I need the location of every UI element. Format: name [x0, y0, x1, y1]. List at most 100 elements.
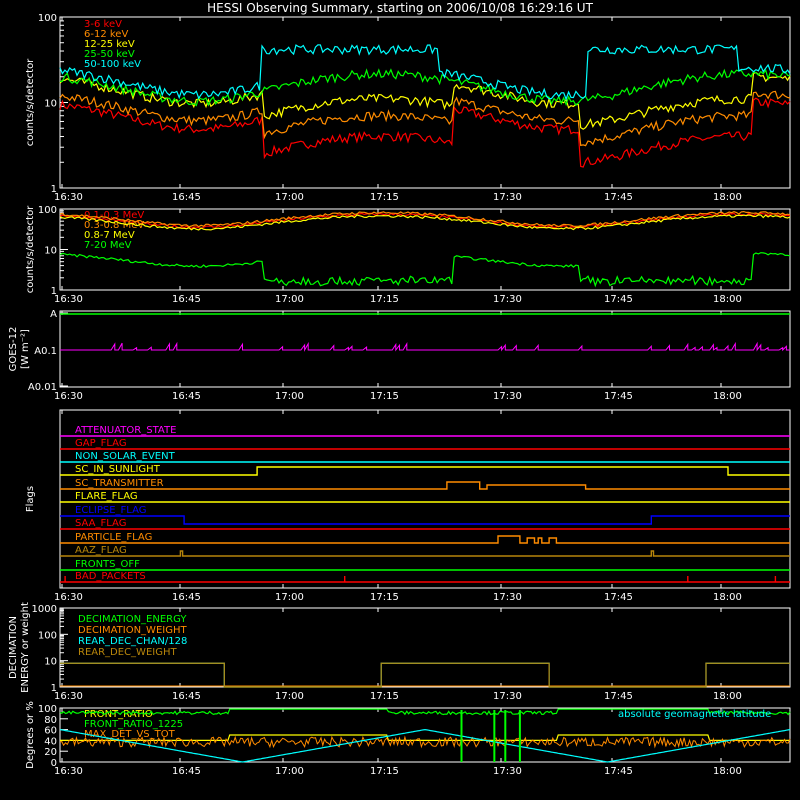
legend-label-3: 25-50 keV: [84, 49, 135, 60]
x-tick-label: 17:15: [370, 766, 399, 777]
x-tick-label: 16:45: [172, 592, 201, 603]
y-tick-label: 10: [44, 99, 57, 110]
flag-line-8: [60, 535, 790, 544]
legend-label-8: PARTICLE_FLAG: [75, 532, 152, 543]
series-line-0: [59, 97, 791, 168]
panel-decimation-frame: [59, 607, 791, 688]
panel-ratios-frame: [59, 707, 791, 763]
series-line-3: [59, 252, 791, 288]
x-tick-label: 17:00: [275, 294, 304, 305]
series-line-3: [60, 68, 791, 107]
legend-label-6: ECLIPSE_FLAG: [75, 505, 146, 516]
x-tick-label: 16:30: [54, 294, 83, 305]
legend-label-1: 0.3-0.8 MeV: [84, 220, 144, 231]
x-tick-label: 17:30: [493, 691, 522, 702]
x-tick-label: 16:30: [54, 592, 83, 603]
flag-line-3: [60, 466, 790, 476]
y-tick-label: 100: [38, 704, 57, 715]
legend-label-4: SC_TRANSMITTER: [75, 478, 164, 489]
legend-label-10: FRONTS_OFF: [75, 559, 140, 570]
legend-label-9: AAZ_FLAG: [75, 545, 127, 556]
x-tick-label: 16:30: [54, 391, 83, 402]
flag-line-11: [60, 576, 790, 583]
y-tick-label: 80: [44, 715, 57, 726]
x-tick-label: 17:45: [604, 691, 633, 702]
series-line-2: [60, 662, 790, 688]
series-line-2: [59, 214, 791, 231]
series-line-3: [59, 728, 791, 763]
x-tick-label: 18:00: [713, 294, 742, 305]
y-tick-label: A0.01: [28, 382, 57, 393]
legend-label-7: SAA_FLAG: [75, 518, 126, 529]
panel-goes-frame: [59, 310, 791, 388]
x-tick-label: 17:00: [275, 592, 304, 603]
x-tick-label: 17:30: [493, 766, 522, 777]
flag-line-4: [60, 481, 790, 490]
legend-label-3: SC_IN_SUNLIGHT: [75, 464, 161, 475]
x-tick-label: 17:45: [604, 766, 633, 777]
legend-label-1: DECIMATION_WEIGHT: [78, 625, 187, 636]
x-tick-label: 16:30: [54, 766, 83, 777]
y-tick-label: 10: [44, 657, 57, 668]
y-axis-label: counts/s/detector: [25, 205, 36, 293]
y-tick-label: 1: [51, 286, 57, 297]
y-axis-label-2: [W m⁻²]: [20, 329, 31, 369]
y-tick-label: 1: [51, 683, 57, 694]
x-tick-label: 17:45: [604, 391, 633, 402]
x-tick-label: 17:15: [370, 391, 399, 402]
series-line-1: [59, 210, 791, 228]
x-tick-label: 17:30: [493, 192, 522, 203]
y-tick-label: A: [50, 309, 57, 320]
legend-label-0: FRONT_RATIO: [84, 709, 153, 720]
legend-label-2: 12-25 keV: [84, 39, 135, 50]
legend-label-3: 7-20 MeV: [84, 240, 132, 251]
x-tick-label: 16:45: [172, 691, 201, 702]
x-tick-label: 16:30: [54, 192, 83, 203]
annotation-label: absolute geomagnetic latitude: [618, 709, 771, 720]
x-tick-label: 16:45: [172, 294, 201, 305]
legend-label-0: ATTENUATOR_STATE: [75, 425, 176, 436]
x-tick-label: 17:15: [370, 592, 399, 603]
panel-hxr-low-frame: [59, 16, 791, 189]
legend-label-1: FRONT_RATIO_1225: [84, 719, 183, 730]
legend-label-2: MAX_DET_VS_TOT: [84, 729, 176, 740]
x-tick-label: 16:45: [172, 766, 201, 777]
x-tick-label: 16:45: [172, 391, 201, 402]
flag-line-9: [60, 550, 790, 557]
legend-label-0: 3-6 keV: [84, 19, 122, 30]
series-line-1: [59, 90, 791, 147]
x-tick-label: 18:00: [713, 766, 742, 777]
y-tick-label: 1000: [32, 604, 57, 615]
legend-label-4: 50-100 keV: [84, 59, 141, 70]
series-line-2: [59, 735, 791, 749]
y-axis-label: Degrees or %: [25, 701, 36, 769]
x-tick-label: 17:15: [370, 294, 399, 305]
x-tick-label: 18:00: [713, 192, 742, 203]
y-tick-label: 100: [38, 630, 57, 641]
legend-label-0: 0.1-0.3 MeV: [84, 210, 144, 221]
x-tick-label: 17:00: [275, 766, 304, 777]
x-tick-label: 17:15: [370, 192, 399, 203]
y-tick-label: 60: [44, 726, 57, 737]
x-tick-label: 17:45: [604, 192, 633, 203]
x-tick-label: 18:00: [713, 691, 742, 702]
series-line-1: [59, 708, 791, 716]
y-tick-label: A0.1: [34, 346, 57, 357]
legend-label-2: NON_SOLAR_EVENT: [75, 451, 176, 462]
y-axis-label: Flags: [25, 486, 36, 512]
y-tick-label: 10: [44, 246, 57, 257]
page-title: HESSI Observing Summary, starting on 200…: [207, 1, 593, 15]
legend-label-0: DECIMATION_ENERGY: [78, 614, 187, 625]
x-tick-label: 16:30: [54, 691, 83, 702]
legend-label-3: REAR_DEC_WEIGHT: [78, 647, 177, 658]
series-line-0: [59, 212, 791, 230]
panel-flags-frame: [59, 409, 791, 589]
y-tick-label: 20: [44, 747, 57, 758]
x-tick-label: 17:30: [493, 592, 522, 603]
x-tick-label: 17:45: [604, 294, 633, 305]
x-tick-label: 18:00: [713, 592, 742, 603]
x-tick-label: 16:45: [172, 192, 201, 203]
legend-label-1: 6-12 keV: [84, 29, 128, 40]
x-tick-label: 17:30: [493, 391, 522, 402]
x-tick-label: 17:00: [275, 391, 304, 402]
